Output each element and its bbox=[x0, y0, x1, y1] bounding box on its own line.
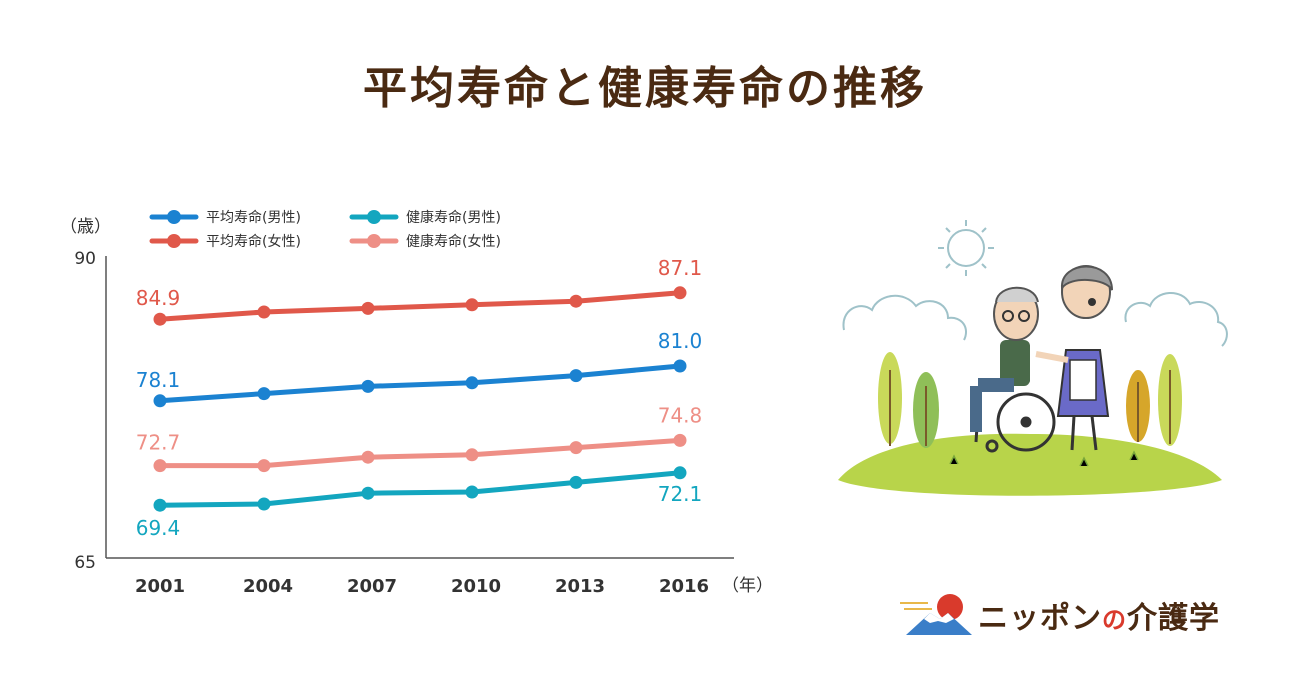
data-point bbox=[465, 298, 479, 312]
tree-left-2 bbox=[913, 372, 939, 448]
data-point bbox=[673, 359, 687, 373]
data-point bbox=[465, 485, 479, 499]
data-point bbox=[673, 433, 687, 447]
data-point bbox=[673, 286, 687, 300]
data-point bbox=[569, 294, 583, 308]
data-point bbox=[361, 450, 375, 464]
cloud-right bbox=[1124, 292, 1228, 347]
elderly-couple-illustration bbox=[838, 220, 1228, 496]
x-unit-label: （年） bbox=[722, 576, 773, 596]
data-point bbox=[361, 379, 375, 393]
data-point bbox=[569, 475, 583, 489]
data-point bbox=[569, 441, 583, 455]
data-point bbox=[257, 387, 271, 401]
series-line bbox=[157, 437, 683, 469]
tree-right-2 bbox=[1158, 354, 1182, 446]
data-label: 74.8 bbox=[658, 403, 703, 427]
series-line bbox=[157, 290, 683, 322]
y-tick-label: 65 bbox=[74, 553, 96, 573]
series-1: 78.1 81.0 bbox=[136, 329, 703, 408]
legend-label: 健康寿命(男性) bbox=[406, 209, 501, 226]
axes: 90 65 （歳） （年） 2001 2004 2007 2010 2013 2016 bbox=[60, 217, 773, 597]
data-point bbox=[257, 497, 271, 511]
y-tick-label: 90 bbox=[74, 249, 96, 269]
data-point bbox=[465, 448, 479, 462]
series-3: 69.4 72.1 bbox=[136, 466, 703, 540]
data-point bbox=[153, 394, 167, 408]
page-title: 平均寿命と健康寿命の推移 bbox=[363, 63, 927, 114]
x-tick-label: 2010 bbox=[451, 576, 501, 597]
series-group: 78.1 81.0 84.9 87.1 69.4 72.1 72.7 74.8 bbox=[136, 256, 703, 540]
data-point bbox=[153, 459, 167, 473]
data-point bbox=[153, 312, 167, 326]
legend-label: 平均寿命(男性) bbox=[206, 209, 301, 226]
x-tick-label: 2013 bbox=[555, 576, 605, 597]
elderly-man bbox=[970, 286, 1039, 432]
brand-name: ニッポンの介護学 bbox=[978, 601, 1220, 636]
series-4: 72.7 74.8 bbox=[136, 403, 703, 473]
y-unit-label: （歳） bbox=[60, 217, 111, 237]
mount-fuji-logo-icon bbox=[900, 594, 972, 635]
series-line bbox=[157, 470, 683, 508]
x-tick-label: 2004 bbox=[243, 576, 293, 597]
life-expectancy-chart: 90 65 （歳） （年） 2001 2004 2007 2010 2013 2016 平均寿命(… bbox=[60, 209, 773, 597]
data-label: 87.1 bbox=[658, 256, 703, 280]
series-line bbox=[157, 363, 683, 404]
data-point bbox=[153, 498, 167, 512]
data-label: 81.0 bbox=[658, 329, 703, 353]
data-point bbox=[361, 301, 375, 315]
brand-logo: ニッポンの介護学 bbox=[898, 592, 1220, 638]
grass-hill bbox=[838, 433, 1222, 496]
legend: 平均寿命(男性) 健康寿命(男性) 平均寿命(女性) 健康寿命(女性) bbox=[149, 209, 501, 250]
data-point bbox=[569, 369, 583, 383]
data-label: 72.7 bbox=[136, 431, 181, 455]
data-label: 84.9 bbox=[136, 286, 181, 310]
sun-icon bbox=[938, 220, 994, 276]
cloud-left bbox=[842, 295, 967, 341]
data-point bbox=[257, 305, 271, 319]
grass-tufts bbox=[949, 450, 1139, 467]
tree-right-1 bbox=[1126, 370, 1150, 442]
legend-marker bbox=[167, 210, 181, 224]
x-tick-label: 2007 bbox=[347, 576, 397, 597]
data-label: 69.4 bbox=[136, 516, 181, 540]
data-point bbox=[361, 486, 375, 500]
legend-label: 平均寿命(女性) bbox=[206, 233, 301, 250]
data-label: 78.1 bbox=[136, 368, 181, 392]
legend-marker bbox=[367, 210, 381, 224]
legend-label: 健康寿命(女性) bbox=[406, 233, 501, 250]
data-point bbox=[673, 466, 687, 480]
elderly-woman bbox=[1035, 265, 1113, 451]
legend-marker bbox=[167, 234, 181, 248]
x-tick-label: 2001 bbox=[135, 576, 185, 597]
data-label: 72.1 bbox=[658, 482, 703, 506]
tree-left-1 bbox=[878, 352, 902, 446]
legend-marker bbox=[367, 234, 381, 248]
x-tick-label: 2016 bbox=[659, 576, 709, 597]
series-2: 84.9 87.1 bbox=[136, 256, 703, 326]
data-point bbox=[465, 376, 479, 390]
data-point bbox=[257, 459, 271, 473]
